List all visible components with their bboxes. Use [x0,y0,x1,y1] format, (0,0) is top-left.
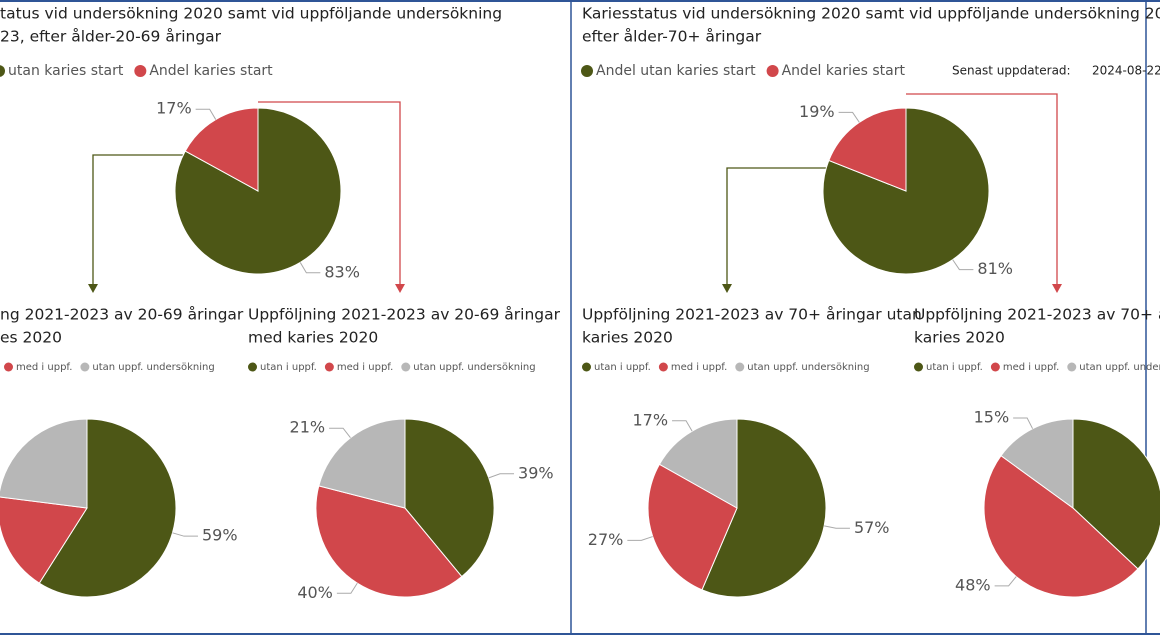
connector [92,154,183,286]
leader-line [299,262,321,274]
value-label: 15% [974,408,1010,427]
value-label: 27% [588,530,624,549]
legend-label: med i uppf. [16,362,72,373]
legend-label: utan karies start [8,63,124,79]
value-label: 40% [297,583,333,602]
legend-marker [1067,362,1077,372]
arrow [88,284,98,293]
chart-title: es 2020 [0,329,62,347]
legend-marker [582,362,591,372]
value-label: 57% [854,518,890,537]
pie-slice [318,418,406,509]
legend-label: med i uppf. [337,362,393,373]
legend-marker [324,362,334,372]
legend-label: Andel utan karies start [596,63,756,79]
value-label: 21% [290,418,326,437]
leader-line [824,525,850,529]
legend-marker [248,362,257,372]
pie-slice [1000,418,1074,509]
chart-title: ng 2021-2023 av 20-69 åringar [0,306,244,324]
value-label: 59% [202,526,238,545]
pie-slice [828,107,907,192]
leader-line [627,536,653,541]
legend-marker [766,65,779,77]
legend-label: med i uppf. [671,362,727,373]
value-label: 48% [955,575,991,594]
leader-line [1013,417,1034,429]
chart-title: karies 2020 [582,329,673,347]
legend-marker [735,362,745,372]
legend-label: utan uppf. undersökning [747,362,869,373]
chart-title: karies 2020 [914,329,1005,347]
legend-marker [581,65,593,77]
chart-title: Uppföljning 2021-2023 av 70+ åringar uta… [582,306,922,324]
legend-marker [0,65,5,77]
legend-marker [658,362,668,372]
legend-label: utan i uppf. [926,362,983,373]
chart-title: efter ålder-70+ åringar [582,28,762,46]
value-label: 17% [156,99,192,118]
leader-line [994,576,1017,587]
legend-marker [401,362,411,372]
legend-label: utan i uppf. [594,362,651,373]
connectors [88,93,1062,293]
arrow [722,284,732,293]
legend-marker [4,362,13,372]
leader-line [952,259,974,271]
value-label: 19% [799,102,835,121]
chart-title: Uppföljning 2021-2023 av 70+ åringar [914,306,1160,324]
value-label: 83% [324,262,360,281]
value-label: 39% [518,463,554,482]
chart-title: med karies 2020 [248,329,378,347]
pie-slice [0,496,88,584]
chart-title: tatus vid undersökning 2020 samt vid upp… [0,5,502,23]
pie-slice [701,418,827,598]
pie-slice [184,107,259,192]
leader-line [336,582,358,594]
updated-date: 2024-08-22 [1092,64,1160,78]
chart-title: 23, efter ålder-20-69 åringar [0,28,222,46]
leader-line [329,427,351,438]
leader-line [838,111,860,123]
updated-label: Senast uppdaterad: [952,64,1071,78]
connector [726,167,827,286]
legend-label: utan i uppf. [260,362,317,373]
legend-marker [914,362,923,372]
arrow [1052,284,1062,293]
pie-slice [1072,418,1160,570]
legend-label: Andel karies start [149,63,273,79]
legend-marker [990,362,1000,372]
chart-title: Kariesstatus vid undersökning 2020 samt … [582,5,1160,23]
value-label: 81% [977,259,1013,278]
legend-marker [134,65,147,77]
leader-line [172,532,198,537]
arrow [395,284,405,293]
leader-line [488,473,515,479]
leader-line [195,108,217,120]
legend-label: utan uppf. undersökning [413,362,535,373]
connector [906,93,1058,286]
value-label: 17% [632,410,668,429]
legend-label: Andel karies start [782,63,906,79]
connector [258,101,401,286]
pie-slice [0,418,88,509]
legend-marker [80,362,90,372]
legend-label: utan uppf. undersökning [92,362,214,373]
legend-label: utan uppf. undersökning [1079,362,1160,373]
legend-label: med i uppf. [1003,362,1059,373]
chart-title: Uppföljning 2021-2023 av 20-69 åringar [248,306,561,324]
pie-slice [315,485,463,598]
leader-line [672,420,693,432]
pie-slice [983,454,1139,598]
